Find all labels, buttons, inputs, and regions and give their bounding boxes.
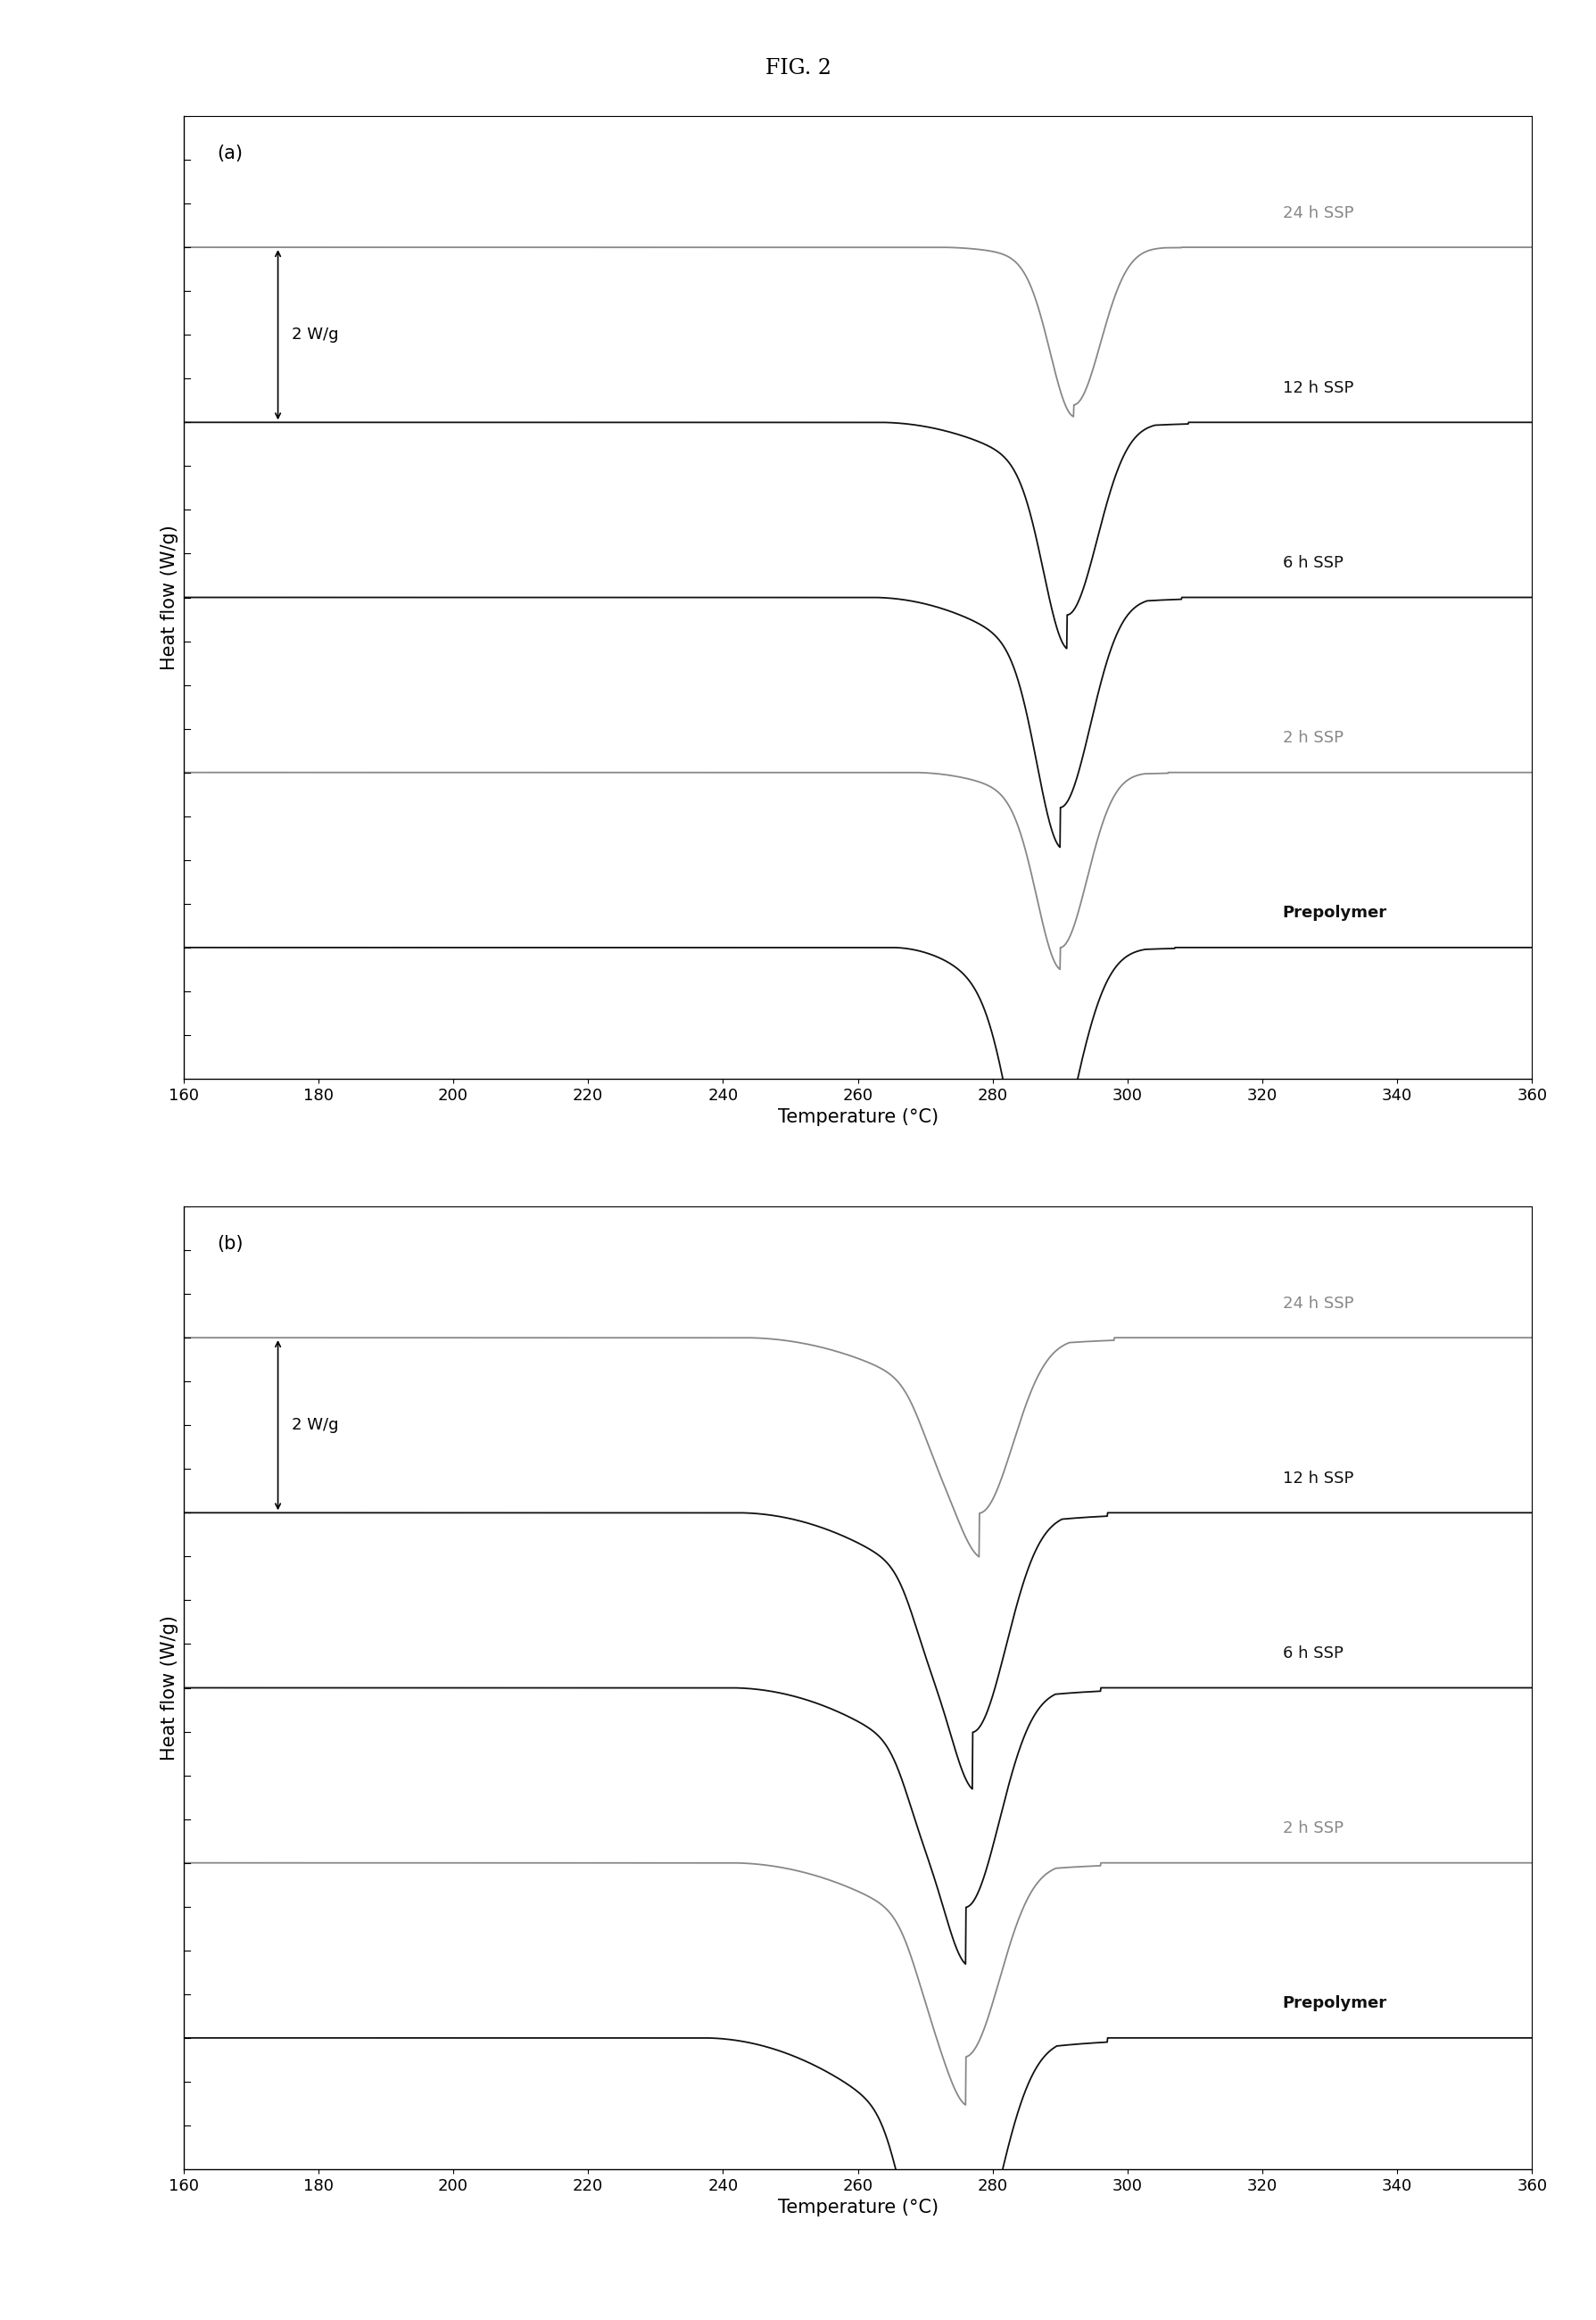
Y-axis label: Heat flow (W/g): Heat flow (W/g) — [161, 1615, 179, 1761]
Text: (a): (a) — [217, 144, 243, 162]
Y-axis label: Heat flow (W/g): Heat flow (W/g) — [161, 524, 179, 670]
Text: 2 h SSP: 2 h SSP — [1283, 731, 1344, 747]
Text: Prepolymer: Prepolymer — [1283, 1995, 1387, 2011]
X-axis label: Temperature (°C): Temperature (°C) — [777, 2199, 938, 2216]
Text: 12 h SSP: 12 h SSP — [1283, 1471, 1353, 1487]
Text: Prepolymer: Prepolymer — [1283, 905, 1387, 921]
Text: (b): (b) — [217, 1234, 244, 1253]
Text: 24 h SSP: 24 h SSP — [1283, 204, 1353, 220]
Text: 2 W/g: 2 W/g — [292, 1418, 338, 1434]
Text: 6 h SSP: 6 h SSP — [1283, 1645, 1344, 1661]
X-axis label: Temperature (°C): Temperature (°C) — [777, 1109, 938, 1125]
Text: FIG. 2: FIG. 2 — [764, 58, 832, 79]
Text: 12 h SSP: 12 h SSP — [1283, 380, 1353, 397]
Text: 24 h SSP: 24 h SSP — [1283, 1295, 1353, 1311]
Text: 6 h SSP: 6 h SSP — [1283, 554, 1344, 571]
Text: 2 h SSP: 2 h SSP — [1283, 1821, 1344, 1837]
Text: 2 W/g: 2 W/g — [292, 327, 338, 343]
